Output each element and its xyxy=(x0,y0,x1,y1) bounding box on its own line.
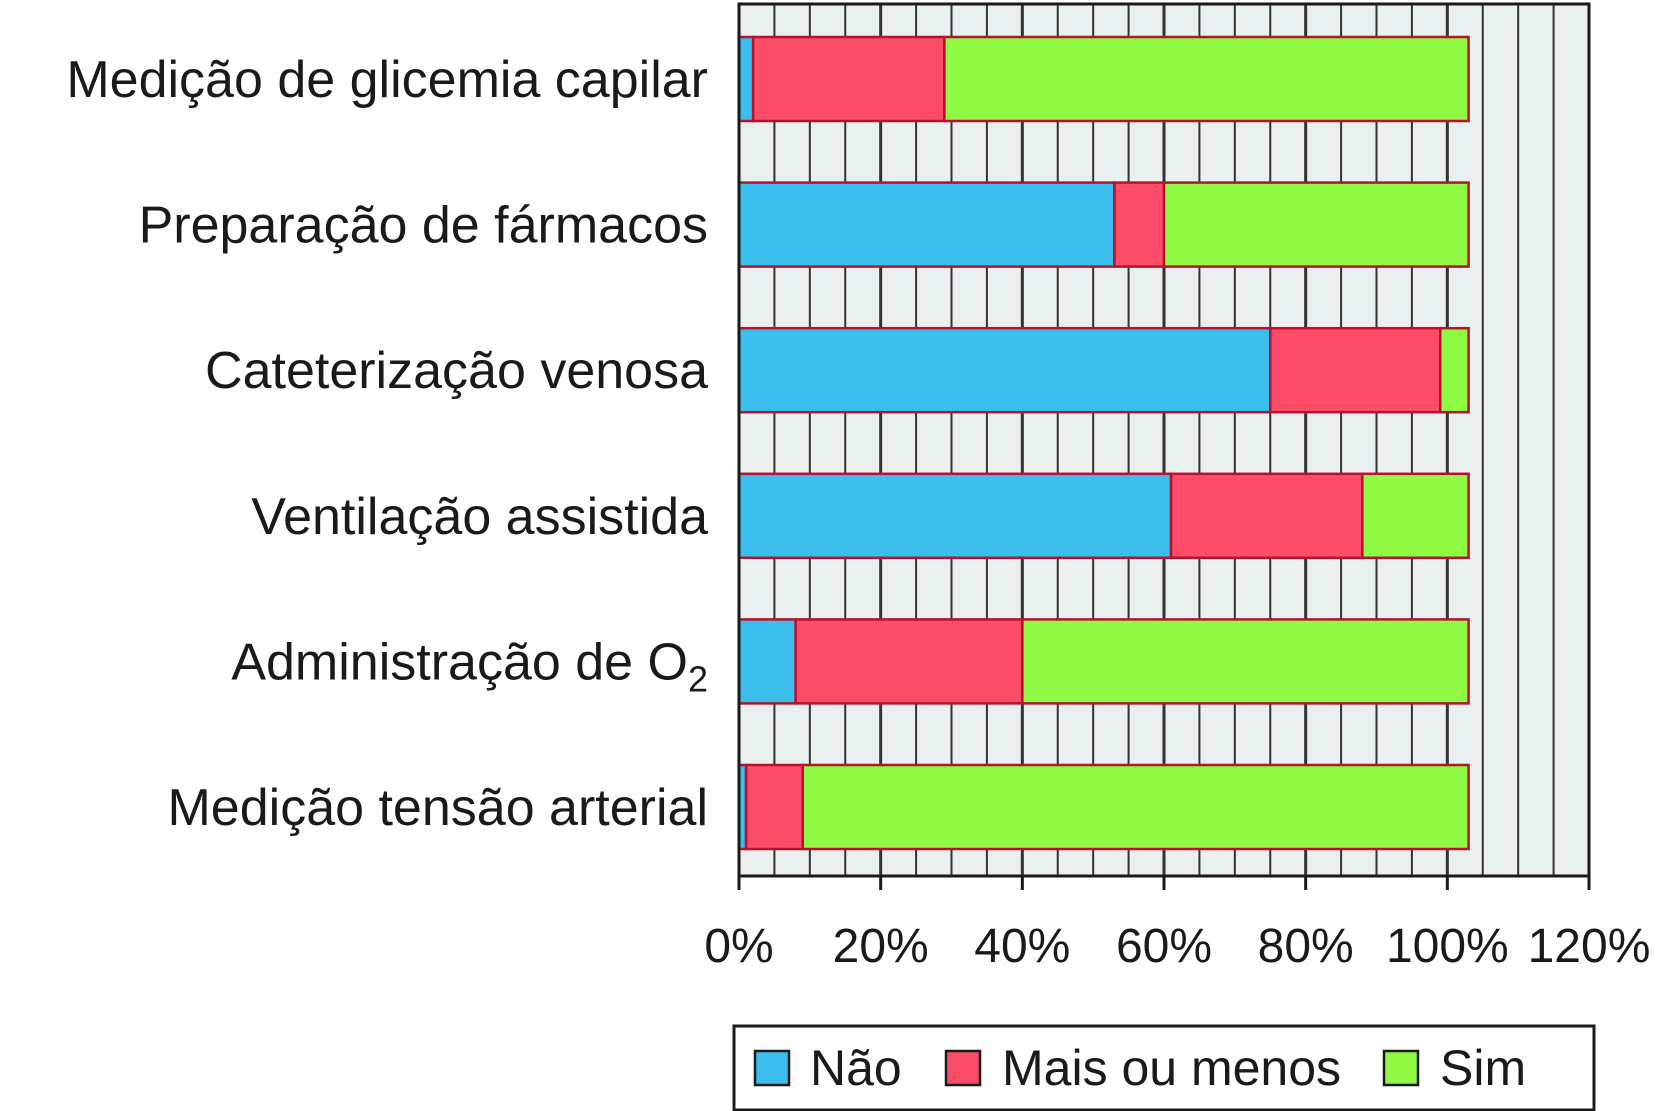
bars xyxy=(737,35,1470,851)
category-label: Ventilação assistida xyxy=(251,488,708,546)
bar-segment xyxy=(1361,472,1470,560)
grid-lines xyxy=(773,4,1555,876)
bar-segment xyxy=(737,472,1173,560)
legend-swatch xyxy=(944,1049,982,1087)
x-tick-label: 60% xyxy=(1116,920,1212,973)
bar-segment xyxy=(737,35,755,123)
bar-segment xyxy=(1113,181,1166,268)
legend-swatch xyxy=(1382,1049,1420,1087)
x-axis: 0% 20% 40% 60% 80% 100% 120% xyxy=(704,2,1651,973)
legend-label: Mais ou menos xyxy=(1002,1040,1341,1096)
x-tick-label: 0% xyxy=(704,920,773,973)
bar-segment xyxy=(751,35,946,123)
bar-segment xyxy=(1269,326,1442,414)
bar-segment xyxy=(943,35,1470,123)
bar-segment xyxy=(794,618,1024,705)
category-label: Administração de O2 xyxy=(231,633,708,699)
category-labels: Medição de glicemia capilar Preparação de… xyxy=(66,51,708,837)
x-tick-label: 120% xyxy=(1528,920,1651,973)
bar-segment xyxy=(744,763,804,851)
bar-segment xyxy=(1439,326,1470,414)
bar-segment xyxy=(1162,181,1470,268)
bar-segment xyxy=(801,763,1470,851)
bar-segment xyxy=(1021,618,1470,705)
x-tick-label: 100% xyxy=(1386,920,1509,973)
bar-segment xyxy=(737,181,1116,268)
category-label: Medição tensão arterial xyxy=(167,779,708,837)
x-tick-label: 80% xyxy=(1258,920,1354,973)
category-label: Medição de glicemia capilar xyxy=(66,51,708,109)
legend-swatch xyxy=(753,1049,791,1087)
legend-label: Não xyxy=(810,1040,902,1096)
bar-segment xyxy=(1169,472,1364,560)
x-tick-label: 20% xyxy=(833,920,929,973)
bar-segment xyxy=(737,618,797,705)
x-tick-label: 40% xyxy=(974,920,1070,973)
legend-box xyxy=(732,1024,1596,1111)
category-label: Preparação de fármacos xyxy=(139,197,708,255)
legend: Não Mais ou menos Sim xyxy=(732,1024,1596,1111)
bar-segment xyxy=(737,326,1272,414)
legend-label: Sim xyxy=(1440,1040,1526,1096)
category-label: Cateterização venosa xyxy=(205,342,708,400)
